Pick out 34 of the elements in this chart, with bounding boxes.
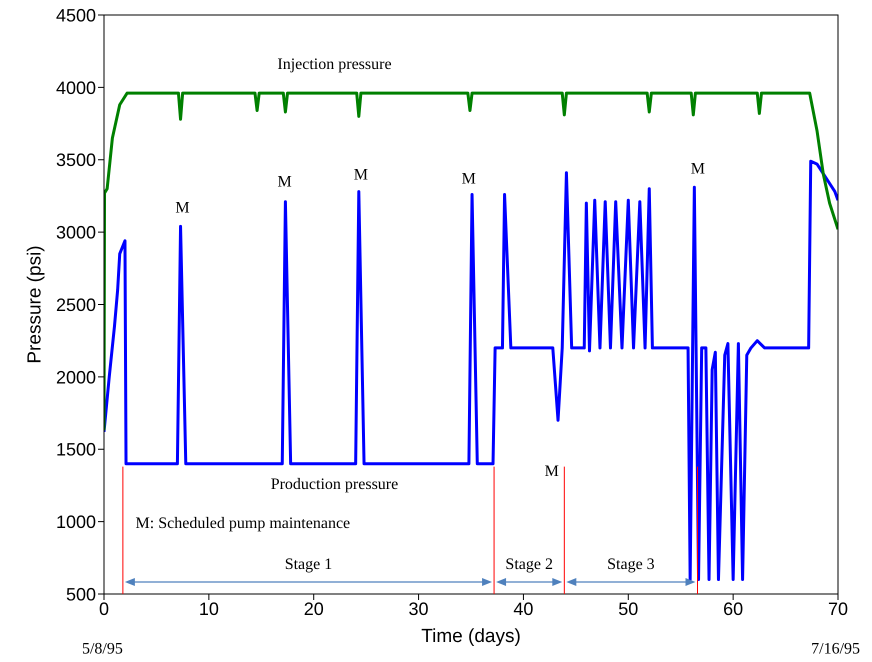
line-series <box>104 92 838 432</box>
text: 7/16/95 <box>811 640 860 658</box>
x-tick-label: 10 <box>198 598 219 619</box>
annotation: M <box>354 166 368 184</box>
annotation: M <box>690 160 705 178</box>
y-tick-label: 1000 <box>56 512 96 532</box>
y-tick-label: 2500 <box>56 294 96 315</box>
y-tick-label: 3000 <box>56 222 96 243</box>
x-tick-label: 20 <box>304 598 324 619</box>
x-tick-label: 30 <box>408 598 429 619</box>
x-tick-label: 50 <box>618 598 638 619</box>
y-tick-label: 1500 <box>56 440 96 460</box>
x-tick-label: 0 <box>98 598 110 619</box>
annotation: Production pressure <box>270 476 398 493</box>
annotation: M <box>175 200 190 217</box>
annotation: M <box>277 174 292 191</box>
annotation: Stage 1 <box>284 556 332 573</box>
x-tick-label: 40 <box>513 598 534 619</box>
annotation: Stage 3 <box>607 556 655 573</box>
annotation: M: Scheduled pump maintenance <box>136 515 350 532</box>
annotation: Stage 2 <box>505 556 553 573</box>
x-axis-title: Time (days) <box>421 626 521 647</box>
y-tick-label: 500 <box>66 584 96 604</box>
x-tick-label: 70 <box>828 598 848 619</box>
y-tick-label: 4000 <box>56 78 96 98</box>
x-tick-label: 60 <box>723 598 744 619</box>
annotation: Injection pressure <box>277 56 392 74</box>
y-tick-label: 2000 <box>56 367 96 388</box>
annotation: M <box>544 463 559 480</box>
text: 5/8/95 <box>82 640 123 658</box>
y-tick-label: 4500 <box>56 5 96 26</box>
y-tick-label: 3500 <box>56 150 96 170</box>
y-axis-title: Pressure (psi) <box>24 245 46 364</box>
annotation: M <box>462 170 476 188</box>
